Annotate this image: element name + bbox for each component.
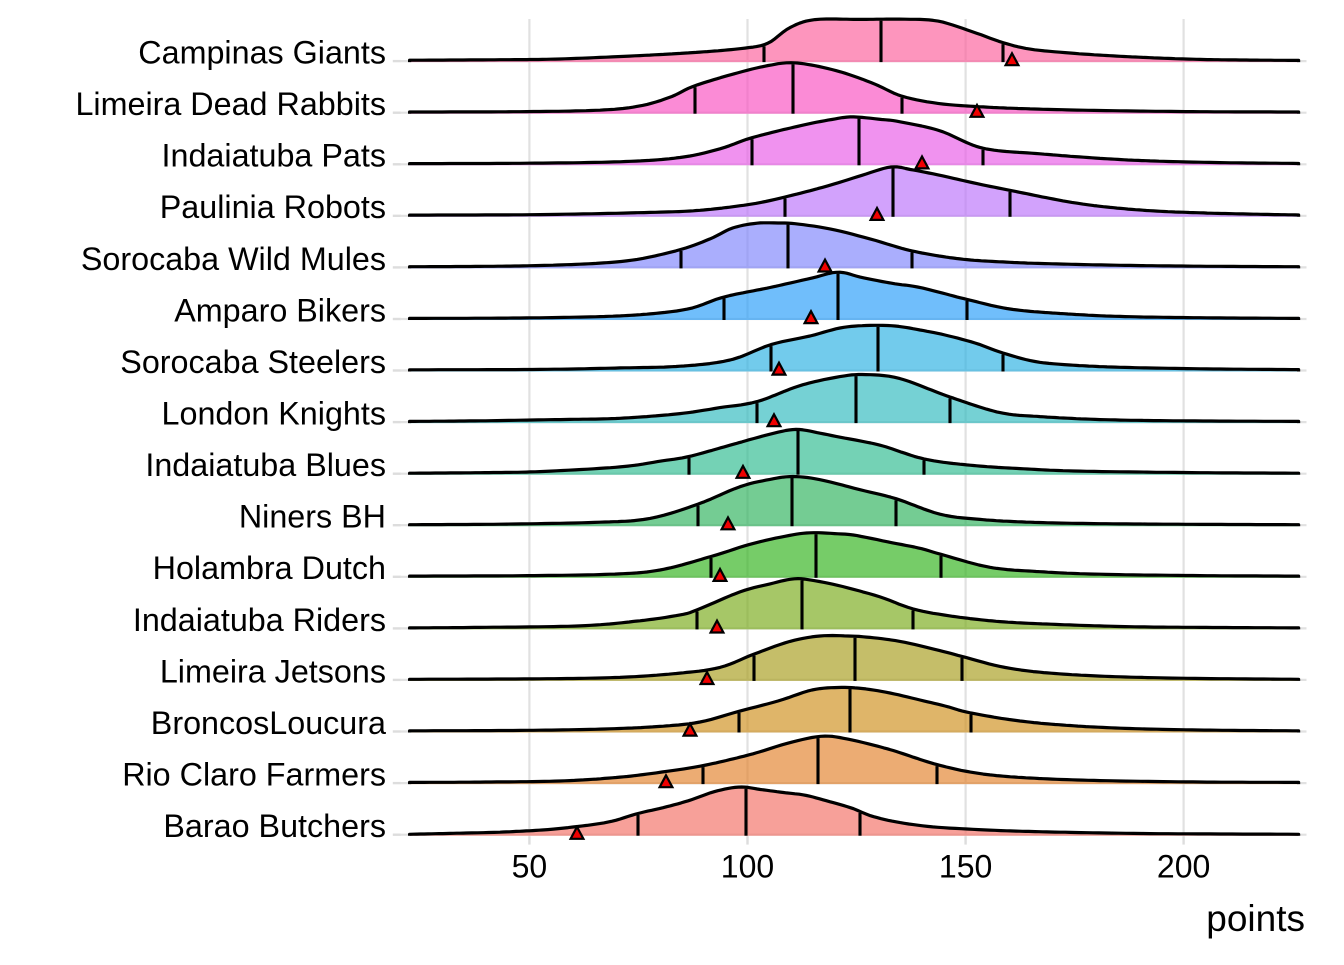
svg-text:points: points xyxy=(1206,898,1305,939)
svg-text:BroncosLoucura: BroncosLoucura xyxy=(151,705,386,741)
svg-text:Amparo Bikers: Amparo Bikers xyxy=(174,292,386,328)
svg-text:Campinas Giants: Campinas Giants xyxy=(138,35,386,71)
svg-text:London Knights: London Knights xyxy=(162,396,386,432)
svg-text:200: 200 xyxy=(1157,849,1210,885)
svg-text:Sorocaba Wild Mules: Sorocaba Wild Mules xyxy=(81,241,386,277)
svg-text:Indaiatuba Blues: Indaiatuba Blues xyxy=(145,447,386,483)
svg-text:Sorocaba Steelers: Sorocaba Steelers xyxy=(120,344,386,380)
svg-text:Limeira Jetsons: Limeira Jetsons xyxy=(160,653,386,689)
svg-text:Holambra Dutch: Holambra Dutch xyxy=(153,550,386,586)
svg-text:Indaiatuba Riders: Indaiatuba Riders xyxy=(133,602,386,638)
svg-text:50: 50 xyxy=(512,849,548,885)
svg-text:Paulinia Robots: Paulinia Robots xyxy=(160,189,386,225)
svg-text:150: 150 xyxy=(939,849,992,885)
svg-text:Rio Claro Farmers: Rio Claro Farmers xyxy=(122,757,386,793)
svg-text:Limeira Dead Rabbits: Limeira Dead Rabbits xyxy=(75,86,386,122)
svg-text:Indaiatuba Pats: Indaiatuba Pats xyxy=(162,138,386,174)
svg-text:Barao Butchers: Barao Butchers xyxy=(163,808,386,844)
svg-text:100: 100 xyxy=(721,849,774,885)
svg-text:Niners BH: Niners BH xyxy=(239,499,386,535)
